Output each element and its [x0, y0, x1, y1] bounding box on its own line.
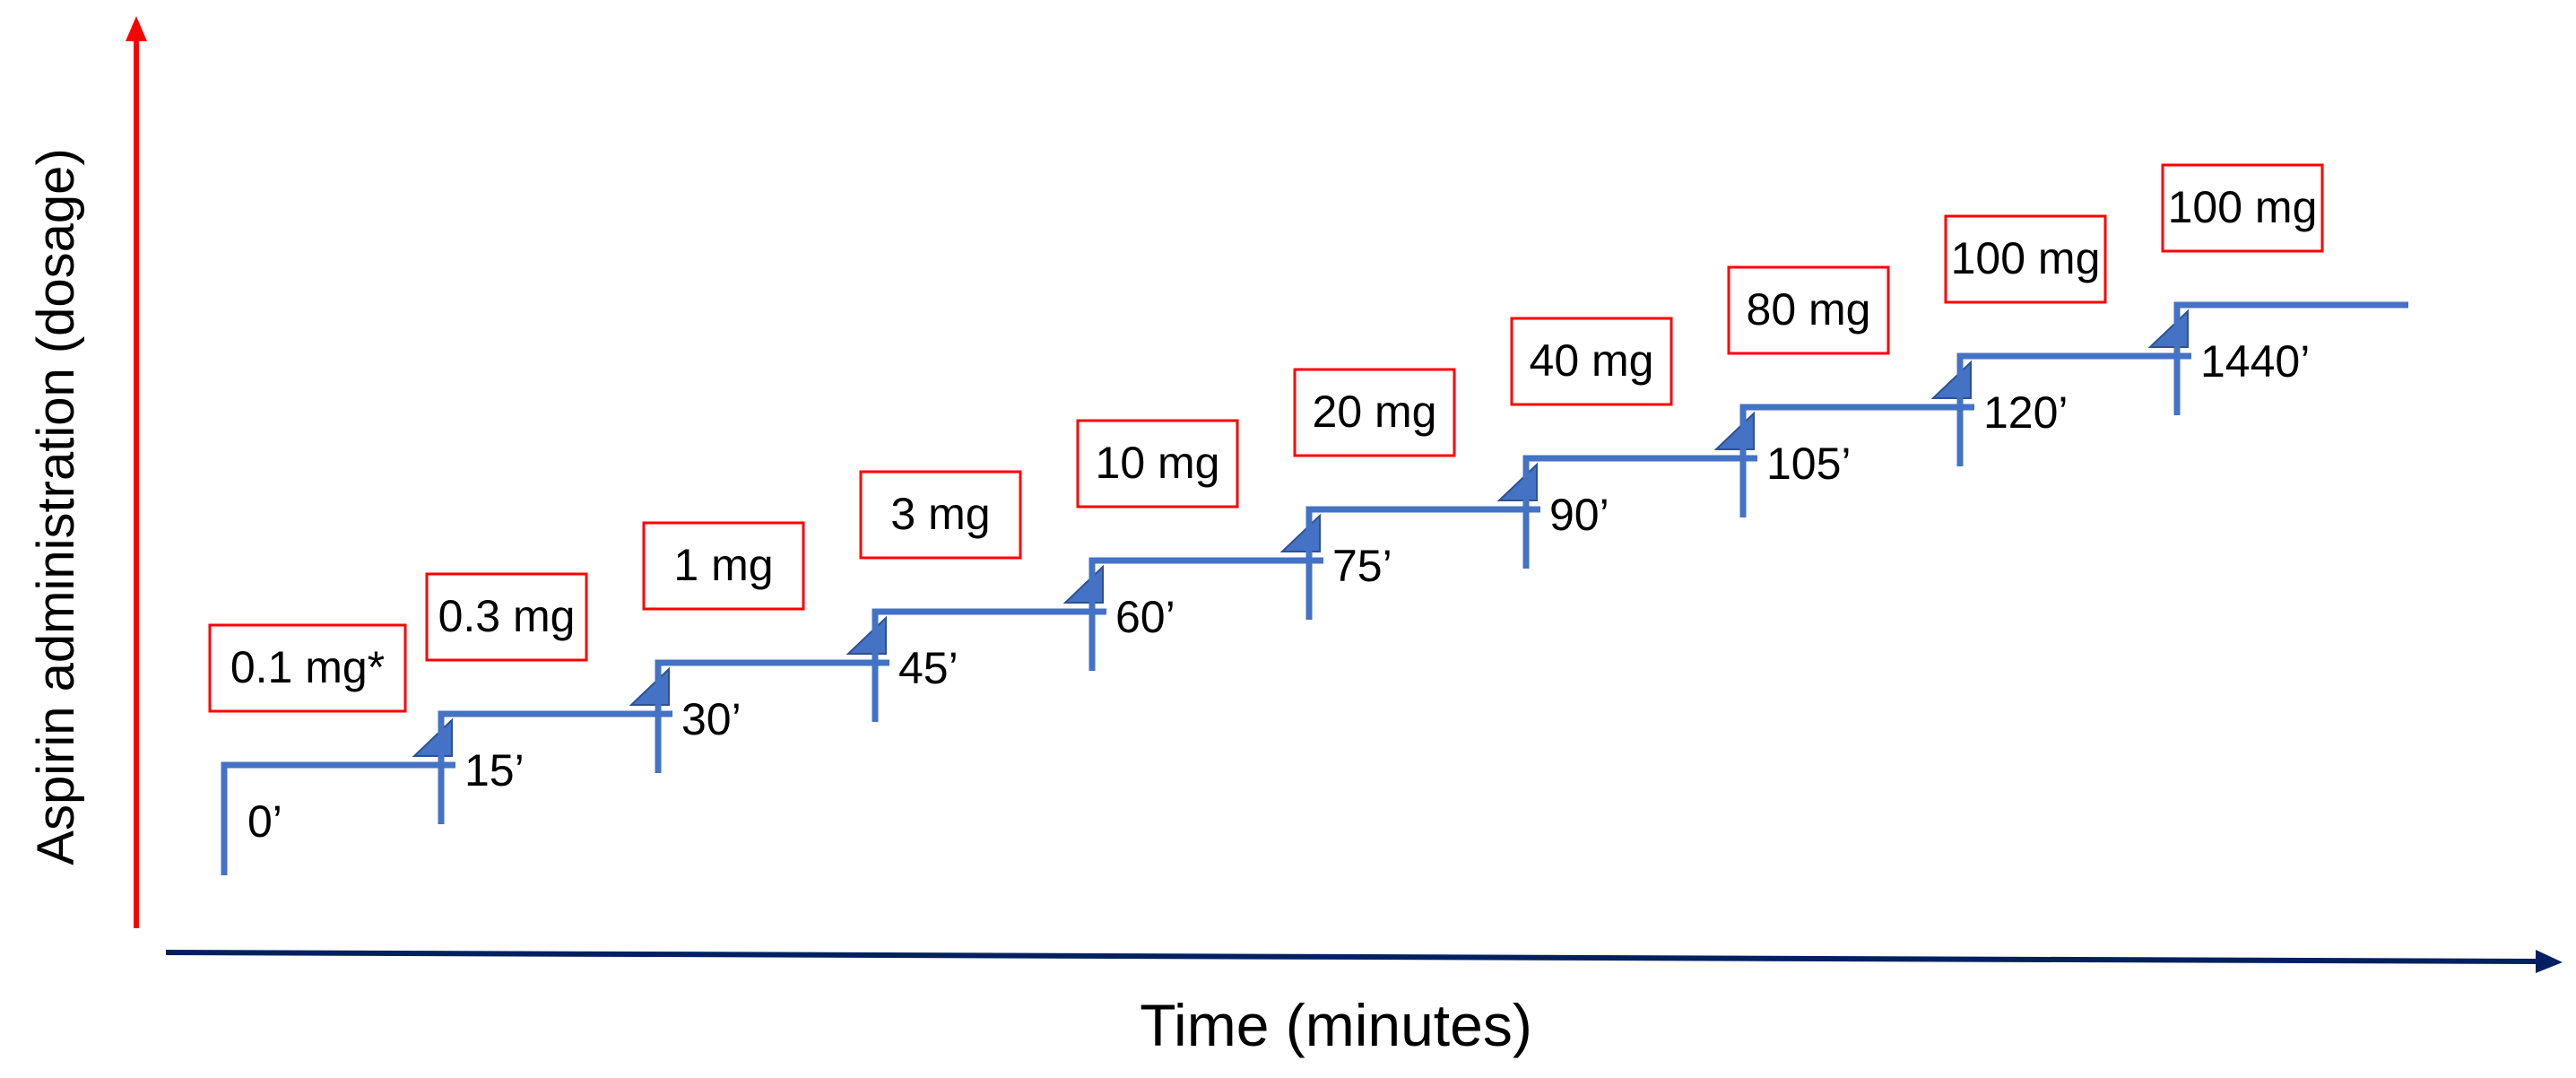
dose-step: 105’ 80 mg — [1727, 265, 1974, 517]
dose-box — [1510, 317, 1673, 406]
y-axis — [126, 16, 147, 928]
step-arrow-icon — [1713, 411, 1755, 450]
dose-box — [2161, 163, 2324, 253]
time-label: 90’ — [1549, 490, 1609, 540]
dose-label: 3 mg — [890, 489, 990, 539]
dose-label: 80 mg — [1747, 284, 1871, 335]
x-axis-line — [165, 950, 2540, 964]
step-line — [1739, 404, 1974, 517]
dose-box — [1293, 368, 1456, 457]
time-label: 0’ — [247, 796, 282, 847]
step-arrow-icon — [1279, 513, 1321, 552]
dose-step: 45’ 3 mg — [859, 470, 1106, 722]
time-label: 75’ — [1332, 541, 1392, 591]
step-line — [1305, 506, 1540, 620]
step-arrow-icon — [629, 666, 670, 706]
dose-step: 60’ 10 mg — [1076, 419, 1323, 671]
time-label: 45’ — [898, 643, 958, 693]
step-line — [221, 761, 455, 875]
time-label: 105’ — [1766, 439, 1852, 489]
x-axis-arrowhead — [2536, 950, 2563, 973]
step-arrow-icon — [1930, 360, 1972, 399]
y-axis-title: Aspirin administration (dosage) — [27, 148, 85, 865]
dose-label: 10 mg — [1096, 438, 1220, 488]
dose-label: 20 mg — [1313, 387, 1437, 437]
time-label: 1440’ — [2200, 336, 2310, 387]
step-line — [655, 659, 889, 773]
step-line — [1522, 455, 1757, 569]
dose-label: 1 mg — [673, 540, 773, 590]
step-arrow-icon — [412, 717, 453, 757]
dose-label: 100 mg — [1951, 233, 2101, 283]
dose-step: 120’ 100 mg — [1944, 214, 2191, 466]
dose-box — [1944, 214, 2107, 304]
dose-steps: 0’ 0.1 mg* 15’ 0.3 mg 30’ 1 mg 45’ 3 mg 60’ 10 mg… — [208, 163, 2408, 875]
dose-box — [208, 623, 407, 713]
step-arrow-icon — [2147, 309, 2189, 348]
time-label: 30’ — [681, 694, 742, 744]
step-line — [872, 608, 1106, 722]
dose-label: 40 mg — [1530, 335, 1654, 386]
step-arrow-icon — [846, 615, 887, 655]
dose-step: 15’ 0.3 mg — [425, 572, 672, 824]
time-label: 15’ — [464, 745, 525, 795]
dose-box — [642, 521, 805, 611]
dose-box — [1076, 419, 1239, 509]
step-line — [2173, 301, 2408, 415]
dose-step: 75’ 20 mg — [1293, 368, 1540, 620]
dose-box — [859, 470, 1022, 560]
dose-label: 0.1 mg* — [230, 642, 385, 692]
dose-step: 0’ 0.1 mg* — [208, 623, 455, 875]
step-arrow-icon — [1062, 564, 1104, 604]
x-axis — [165, 950, 2563, 973]
dose-step: 90’ 40 mg — [1510, 317, 1757, 569]
dose-box — [425, 572, 588, 662]
step-arrow-icon — [1496, 462, 1538, 501]
step-line — [1089, 557, 1323, 671]
step-line — [438, 710, 672, 824]
dose-label: 0.3 mg — [438, 591, 576, 641]
dose-step: 30’ 1 mg — [642, 521, 889, 773]
x-axis-title: Time (minutes) — [1140, 992, 1532, 1058]
dose-label: 100 mg — [2168, 182, 2318, 232]
time-label: 60’ — [1115, 592, 1175, 642]
y-axis-arrowhead — [126, 16, 147, 41]
dose-step: 1440’ 100 mg — [2161, 163, 2408, 415]
step-line — [1956, 352, 2191, 466]
dose-box — [1727, 265, 1890, 355]
time-label: 120’ — [1983, 387, 2069, 438]
